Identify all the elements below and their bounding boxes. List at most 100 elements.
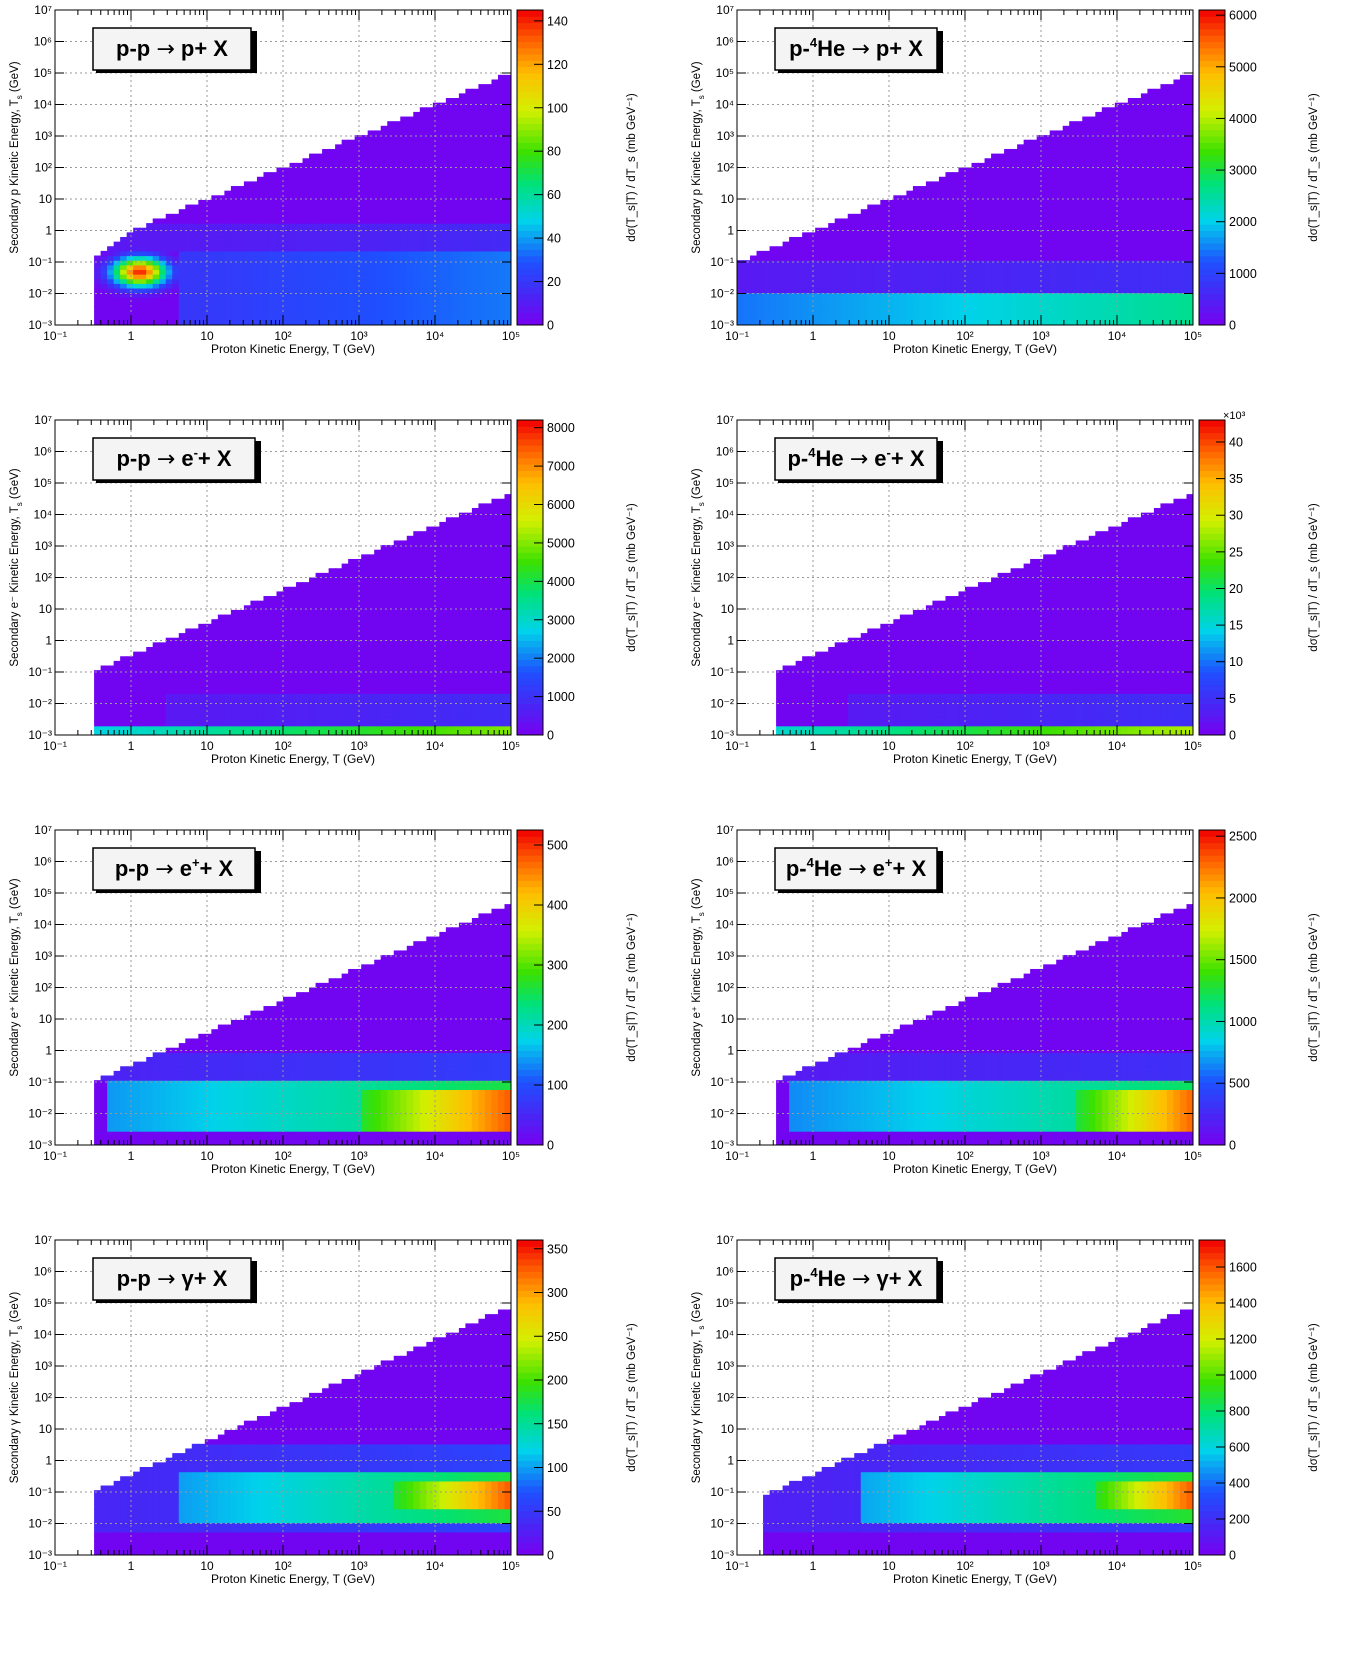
heatmap-cell	[426, 144, 434, 150]
heatmap-cell	[1134, 116, 1142, 122]
heatmap-cell	[854, 264, 862, 271]
heatmap-cell	[1049, 153, 1057, 159]
heatmap-cell	[380, 306, 388, 312]
heatmap-cell	[880, 246, 888, 252]
heatmap-cell	[1134, 269, 1142, 275]
heatmap-cell	[1017, 297, 1025, 303]
heatmap-cell	[750, 315, 758, 321]
heatmap-cell	[1166, 204, 1175, 210]
color-bar-band	[517, 230, 543, 238]
heatmap-cell	[465, 278, 473, 284]
heatmap-cell	[841, 274, 849, 280]
heatmap-cell	[504, 116, 511, 122]
heatmap-cell	[380, 213, 388, 220]
heatmap-cell	[1121, 195, 1129, 201]
heatmap-cell	[1049, 292, 1057, 298]
heatmap-cell	[1127, 107, 1135, 113]
heatmap-cell	[834, 297, 842, 303]
heatmap-cell	[1153, 190, 1162, 196]
heatmap-cell	[445, 246, 453, 252]
heatmap-cell	[152, 255, 160, 261]
heatmap-cell	[886, 213, 894, 220]
heatmap-cell	[1134, 158, 1142, 164]
heatmap-cell	[1179, 88, 1188, 94]
heatmap-cell	[1010, 264, 1018, 271]
heatmap-cell	[789, 274, 797, 280]
heatmap-cell	[217, 232, 225, 238]
heatmap-cell	[335, 287, 343, 294]
heatmap-cell	[250, 287, 258, 294]
heatmap-cell	[1121, 236, 1129, 243]
heatmap-cell	[250, 311, 258, 317]
heatmap-cell	[413, 246, 421, 252]
heatmap-cell	[380, 223, 388, 229]
heatmap-cell	[237, 195, 245, 201]
heatmap-cell	[328, 190, 336, 196]
heatmap-cell	[932, 311, 940, 317]
heatmap-cell	[1166, 153, 1175, 159]
heatmap-cell	[224, 195, 232, 201]
color-bar-band	[517, 16, 543, 24]
heatmap-cell	[198, 320, 206, 325]
color-bar-band	[517, 180, 543, 187]
heatmap-cell	[374, 172, 382, 178]
heatmap-cell	[491, 195, 499, 201]
heatmap-cell	[776, 278, 784, 284]
heatmap-cell	[1069, 186, 1077, 192]
heatmap-cell	[452, 264, 460, 271]
heatmap-cell	[802, 278, 810, 284]
heatmap-cell	[126, 232, 134, 238]
heatmap-cell	[1049, 223, 1057, 229]
heatmap-cell	[789, 264, 797, 271]
heatmap-cell	[237, 320, 245, 325]
heatmap-cell	[471, 260, 480, 266]
heatmap-cell	[1147, 116, 1155, 122]
heatmap-cell	[458, 246, 466, 252]
heatmap-cell	[217, 301, 225, 308]
heatmap-cell	[912, 269, 920, 275]
heatmap-cell	[139, 264, 147, 271]
heatmap-cell	[367, 315, 375, 321]
heatmap-cell	[965, 167, 973, 173]
heatmap-cell	[113, 264, 121, 271]
heatmap-cell	[263, 181, 271, 187]
heatmap-cell	[1160, 111, 1168, 118]
heatmap-cell	[178, 283, 186, 289]
heatmap-cell	[1075, 255, 1083, 261]
heatmap-cell	[406, 236, 414, 243]
heatmap-cell	[439, 116, 447, 122]
heatmap-cell	[763, 297, 771, 303]
heatmap-cell	[250, 269, 258, 275]
heatmap-cell	[178, 232, 186, 238]
heatmap-cell	[1062, 135, 1070, 141]
heatmap-cell	[867, 209, 875, 215]
heatmap-cell	[504, 315, 511, 321]
heatmap-cell	[458, 102, 466, 108]
heatmap-cell	[497, 218, 506, 224]
heatmap-cell	[1134, 181, 1142, 187]
heatmap-cell	[452, 181, 460, 187]
heatmap-cell	[237, 223, 245, 229]
heatmap-cell	[815, 236, 823, 243]
heatmap-cell	[938, 274, 947, 280]
heatmap-cell	[1108, 264, 1116, 271]
heatmap-cell	[484, 204, 493, 210]
heatmap-cell	[465, 306, 473, 312]
heatmap-cell	[432, 223, 440, 229]
heatmap-cell	[361, 139, 369, 145]
heatmap-cell	[107, 297, 115, 303]
heatmap-cell	[828, 283, 836, 289]
heatmap-cell	[991, 260, 999, 266]
heatmap-cell	[491, 292, 499, 298]
heatmap-cell	[256, 218, 265, 224]
heatmap-cell	[1114, 292, 1122, 298]
heatmap-cell	[1147, 223, 1155, 229]
heatmap-cell	[1127, 218, 1135, 224]
heatmap-cell	[484, 315, 493, 321]
heatmap-cell	[484, 292, 493, 298]
heatmap-cell	[283, 315, 291, 321]
heatmap-cell	[1088, 255, 1096, 261]
heatmap-cell	[815, 297, 823, 303]
heatmap-cell	[1147, 93, 1155, 99]
heatmap-cell	[782, 320, 790, 325]
